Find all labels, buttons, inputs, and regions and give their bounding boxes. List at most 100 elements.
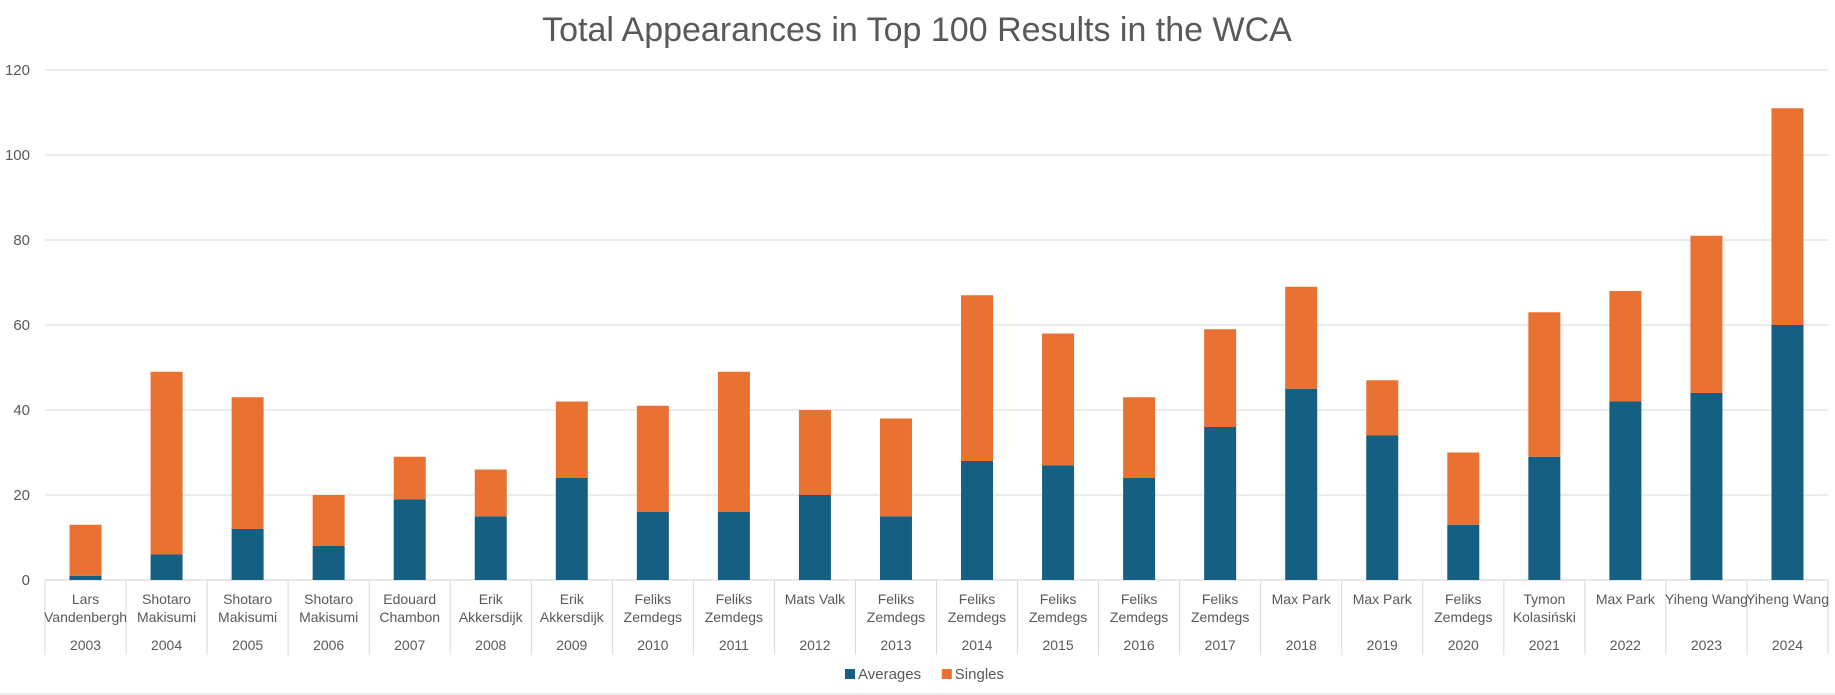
bar-singles xyxy=(555,401,588,478)
chart-title: Total Appearances in Top 100 Results in … xyxy=(542,11,1292,49)
x-category-label: Feliks xyxy=(1202,591,1239,607)
bar-averages xyxy=(393,499,426,580)
x-category-label: Zemdegs xyxy=(948,609,1006,625)
x-category-label: Mats Valk xyxy=(785,591,846,607)
x-year-label: 2024 xyxy=(1772,637,1803,653)
x-axis: Lars Vandenbergh 2003 Shotaro Makisumi 2004 Sh… xyxy=(44,580,1829,655)
x-year-label: 2016 xyxy=(1124,637,1155,653)
bar-averages xyxy=(555,478,588,580)
x-category-label: Shotaro xyxy=(223,591,272,607)
x-year-label: 2021 xyxy=(1529,637,1560,653)
x-category-label: Makisumi xyxy=(218,609,277,625)
x-category-label: Feliks xyxy=(716,591,753,607)
y-tick-label: 80 xyxy=(13,232,30,249)
bar-averages xyxy=(474,516,507,580)
y-tick-label: 120 xyxy=(5,62,30,79)
x-year-label: 2015 xyxy=(1042,637,1073,653)
x-category-label: Shotaro xyxy=(304,591,353,607)
x-category-label: Feliks xyxy=(1040,591,1077,607)
bar-averages xyxy=(312,546,345,580)
bar-singles xyxy=(1366,380,1399,436)
bar-averages xyxy=(1771,325,1804,580)
x-year-label: 2013 xyxy=(880,637,911,653)
legend-label-averages: Averages xyxy=(858,666,921,683)
x-category-label: Feliks xyxy=(1121,591,1158,607)
x-category-label: Feliks xyxy=(635,591,672,607)
bar-singles xyxy=(1285,286,1318,389)
bar-averages xyxy=(1690,393,1723,580)
bar-averages xyxy=(636,512,669,580)
x-category-label: Vandenbergh xyxy=(44,609,127,625)
bar-averages xyxy=(150,554,183,580)
x-category-label: Zemdegs xyxy=(1434,609,1492,625)
legend: Averages Singles xyxy=(845,666,1004,683)
x-category-label: Tymon xyxy=(1523,591,1565,607)
bar-averages xyxy=(1528,456,1561,580)
x-category-label: Shotaro xyxy=(142,591,191,607)
x-year-label: 2017 xyxy=(1205,637,1236,653)
bar-singles xyxy=(231,397,264,529)
x-year-label: 2004 xyxy=(151,637,182,653)
y-tick-label: 60 xyxy=(13,317,30,334)
bar-singles xyxy=(1771,108,1804,325)
x-category-label: Makisumi xyxy=(137,609,196,625)
x-category-label: Max Park xyxy=(1272,591,1332,607)
x-year-label: 2012 xyxy=(799,637,830,653)
x-year-label: 2014 xyxy=(961,637,992,653)
bar-averages xyxy=(231,529,264,580)
x-category-label: Akkersdijk xyxy=(540,609,605,625)
bar-singles xyxy=(474,469,507,517)
x-year-label: 2007 xyxy=(394,637,425,653)
bar-singles xyxy=(879,418,912,517)
bar-averages xyxy=(1285,388,1318,580)
x-category-label: Zemdegs xyxy=(624,609,682,625)
x-category-label: Chambon xyxy=(379,609,440,625)
bar-averages xyxy=(961,461,994,580)
x-category-label: Zemdegs xyxy=(1029,609,1087,625)
x-category-label: Makisumi xyxy=(299,609,358,625)
bar-singles xyxy=(1690,235,1723,393)
legend-swatch-singles xyxy=(941,669,952,679)
bar-singles xyxy=(312,495,345,546)
bar-singles xyxy=(961,295,994,461)
bar-averages xyxy=(1447,524,1480,580)
x-year-label: 2010 xyxy=(637,637,668,653)
y-tick-label: 0 xyxy=(22,572,30,589)
x-category-label: Max Park xyxy=(1596,591,1656,607)
gridlines xyxy=(45,69,1828,581)
x-year-label: 2003 xyxy=(70,637,101,653)
x-year-label: 2009 xyxy=(556,637,587,653)
x-category-label: Zemdegs xyxy=(705,609,763,625)
x-category-label: Zemdegs xyxy=(1191,609,1249,625)
x-category-label: Zemdegs xyxy=(867,609,925,625)
bar-singles xyxy=(1042,333,1075,466)
bar-singles xyxy=(150,371,183,555)
bar-singles xyxy=(1609,291,1642,402)
bar-singles xyxy=(393,456,426,500)
bar-singles xyxy=(1123,397,1156,478)
legend-label-singles: Singles xyxy=(955,666,1004,683)
y-tick-label: 20 xyxy=(13,487,30,504)
x-year-label: 2022 xyxy=(1610,637,1641,653)
bar-singles xyxy=(69,524,102,576)
bar-singles xyxy=(1528,312,1561,457)
bar-averages xyxy=(1609,401,1642,580)
y-tick-label: 40 xyxy=(13,402,30,419)
bar-singles xyxy=(1447,452,1480,525)
bar-averages xyxy=(1366,435,1399,580)
bar-singles xyxy=(717,371,750,512)
x-category-label: Edouard xyxy=(383,591,436,607)
x-year-label: 2011 xyxy=(719,637,749,653)
bar-averages xyxy=(879,516,912,580)
x-category-label: Max Park xyxy=(1353,591,1413,607)
x-category-label: Feliks xyxy=(959,591,996,607)
x-year-label: 2020 xyxy=(1448,637,1479,653)
bar-averages xyxy=(717,512,750,580)
x-year-label: 2006 xyxy=(313,637,344,653)
bar-averages xyxy=(1123,478,1156,580)
bar-averages xyxy=(1042,465,1075,580)
x-category-label: Lars xyxy=(72,591,99,607)
bars xyxy=(69,108,1804,580)
bar-singles xyxy=(636,405,669,512)
